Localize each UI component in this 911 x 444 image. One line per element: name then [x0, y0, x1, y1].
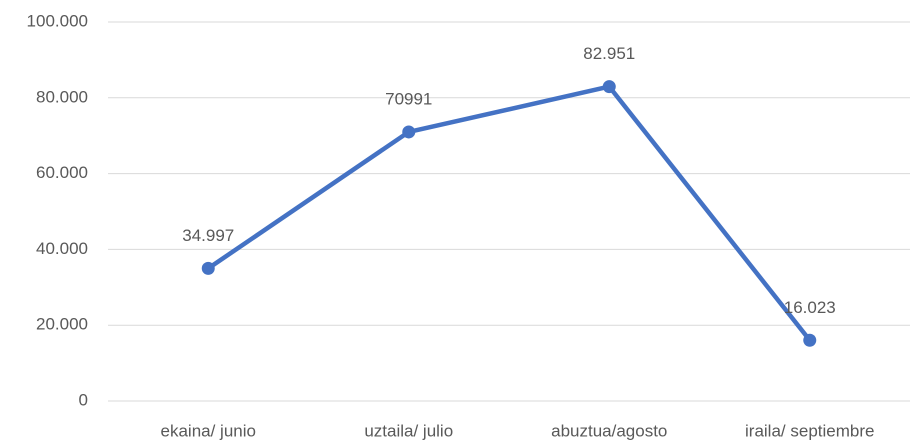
line	[206, 84, 812, 342]
data-label: 70991	[385, 89, 432, 108]
data-label: 16.023	[784, 298, 836, 317]
marker	[602, 80, 616, 94]
x-tick-label: uztaila/ julio	[364, 421, 453, 440]
y-tick-label: 0	[79, 390, 88, 409]
data-label: 34.997	[182, 226, 234, 245]
y-tick-label: 100.000	[27, 11, 88, 30]
marker	[201, 261, 215, 275]
data-label: 82.951	[583, 44, 635, 63]
marker	[803, 333, 817, 347]
x-tick-label: ekaina/ junio	[161, 421, 256, 440]
y-tick-label: 20.000	[36, 315, 88, 334]
y-tick-label: 40.000	[36, 239, 88, 258]
y-tick-label: 80.000	[36, 87, 88, 106]
x-tick-label: abuztua/agosto	[551, 421, 667, 440]
x-tick-label: iraila/ septiembre	[745, 421, 874, 440]
marker	[402, 125, 416, 139]
y-tick-label: 60.000	[36, 163, 88, 182]
